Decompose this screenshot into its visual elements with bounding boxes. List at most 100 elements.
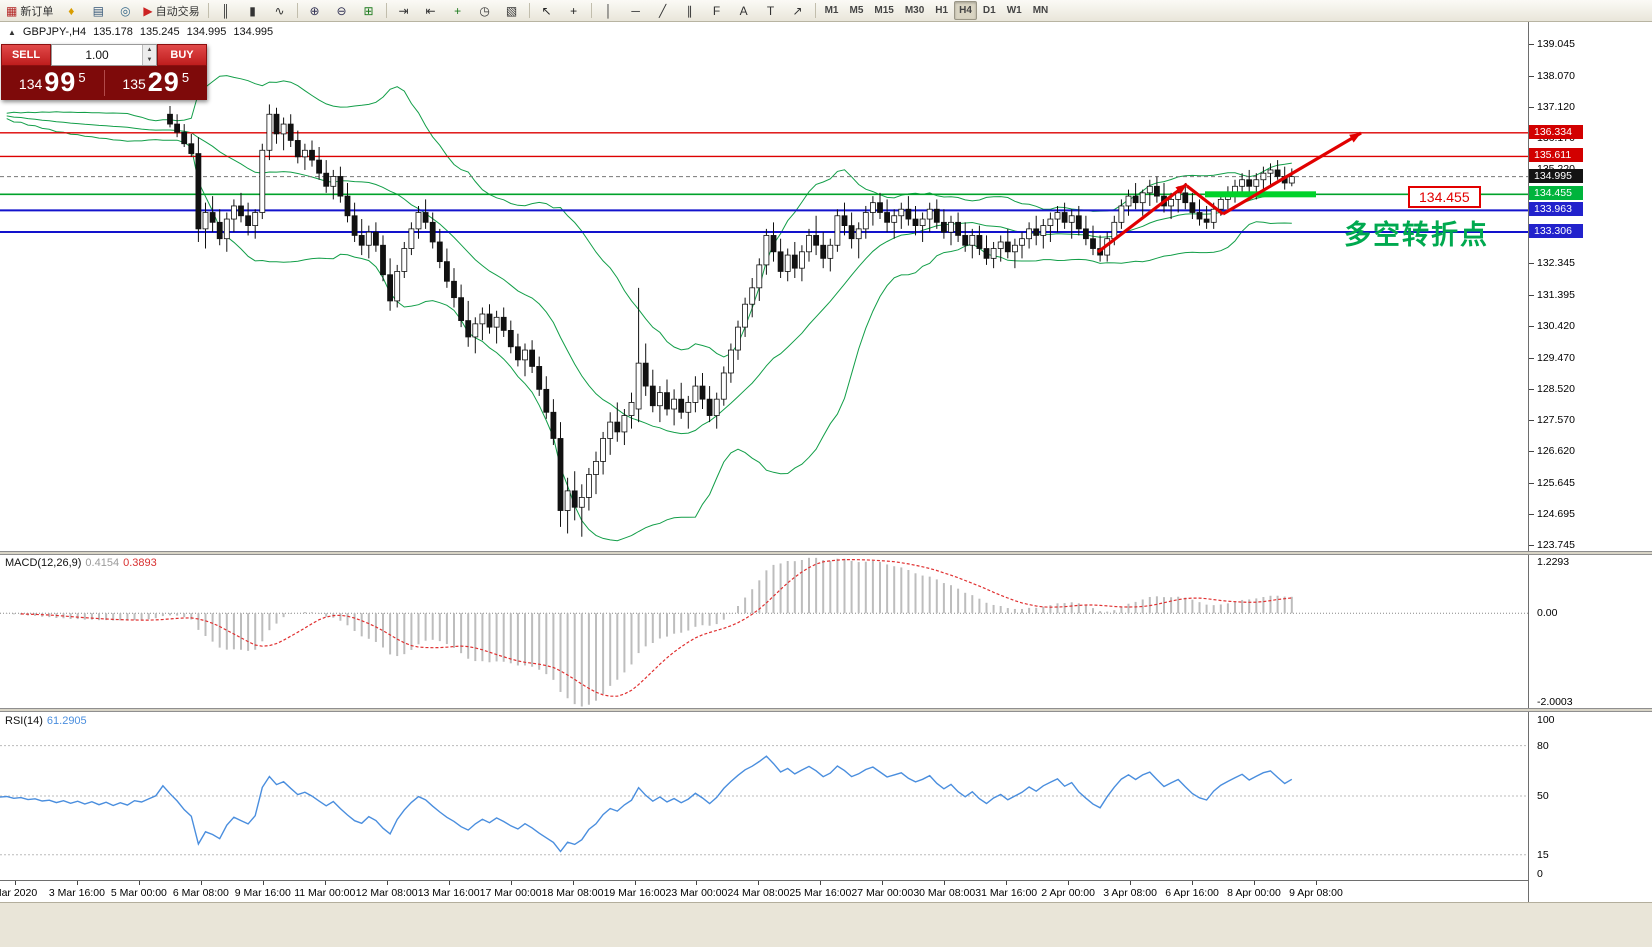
auto-scroll-icon[interactable]: ⇥ [391,1,417,21]
panel-separator[interactable] [0,551,1652,555]
profile-icon[interactable]: ◎ [112,1,138,21]
sell-price-sup: 5 [78,69,86,85]
arrows-icon[interactable]: ↗ [785,1,811,21]
indicator-axis-label: 15 [1537,848,1549,861]
price-tick-mark [1529,44,1534,45]
volume-up-button[interactable]: ▲ [143,45,156,55]
ohlc-low: 134.995 [186,26,227,38]
buy-price[interactable]: 135 29 5 [105,68,208,98]
timeframe-m5[interactable]: M5 [849,5,864,16]
line-chart-icon-glyph: ∿ [274,3,285,18]
indicator-axis-label: 50 [1537,790,1549,802]
sell-price[interactable]: 134 99 5 [1,66,104,98]
sell-price-base: 134 [18,75,43,92]
buy-price-base: 135 [122,75,146,92]
tile-windows-icon-glyph: ⊞ [363,3,374,18]
label-icon-glyph: T [766,3,775,18]
timeframe-m30[interactable]: M30 [904,5,925,16]
timeframe-h1[interactable]: H1 [935,5,949,16]
text-icon-glyph: A [739,3,748,18]
price-tick-label: 131.395 [1537,288,1575,301]
timeframe-m1[interactable]: M1 [824,5,839,16]
timeframe-w1[interactable]: W1 [1006,5,1022,16]
indicators-icon-glyph: + [454,3,462,18]
horizontal-line-icon[interactable]: ─ [623,1,649,21]
price-badge: 135.611 [1529,148,1583,163]
time-tick-mark [15,881,16,885]
text-icon[interactable]: A [731,1,757,21]
buy-button[interactable]: BUY [157,44,207,66]
time-tick-label: Mar 2020 [0,887,38,899]
toolbar: ▦ 新订单 ♦ ▤ ◎ ▶ 自动交易 ║ ▮ ∿ ⊕ ⊖ ⊞ ⇥ ⇤ + ◷ ▧ ↖ + │ ─ ╱ ∥ F A T ↗ M1 M5 M15… [0,0,1652,22]
price-tick-mark [1529,357,1534,359]
fibonacci-icon[interactable]: F [704,1,730,21]
time-tick-mark [324,881,326,885]
horn-icon[interactable]: ♦ [58,1,84,21]
channel-icon[interactable]: ∥ [677,1,703,21]
sell-button[interactable]: SELL [1,44,51,66]
time-tick-mark [1130,881,1132,885]
time-tick-label: 3 Mar 16:00 [48,887,105,899]
autotrading-button-label: 自动交易 [155,5,200,18]
cursor-icon[interactable]: ↖ [534,1,560,21]
bar-chart-icon[interactable]: ║ [213,1,239,21]
one-click-trading-panel: SELL ▲ ▼ BUY 134 99 5 135 29 5 [1,44,207,100]
horizontal-line-icon-glyph: ─ [631,3,640,18]
timeframe-m15[interactable]: M15 [874,5,894,16]
indicator-axis-label: 80 [1537,739,1549,752]
sell-price-big: 99 [44,66,77,97]
vertical-line-icon[interactable]: │ [596,1,622,21]
candlestick-chart-icon[interactable]: ▮ [240,1,266,21]
time-tick-mark [262,881,264,885]
price-tick-mark [1529,545,1534,547]
indicator-axis-label: 0 [1537,868,1543,880]
time-tick-mark [1315,881,1317,885]
price-tick-mark [1529,513,1534,515]
timeframe-d1[interactable]: D1 [982,5,996,16]
main-chart-canvas[interactable] [0,0,1528,551]
period-icon-glyph: ◷ [479,3,490,18]
timeframe-mn[interactable]: MN [1032,5,1049,16]
print-icon[interactable]: ▤ [85,1,111,21]
new-order-button[interactable]: ▦ 新订单 [2,1,57,21]
arrows-icon-glyph: ↗ [792,3,803,18]
chart-shift-icon-glyph: ⇤ [425,3,436,18]
chart-shift-icon[interactable]: ⇤ [418,1,444,21]
chart-collapse-icon[interactable]: ▲ [8,27,16,37]
time-tick-label: 31 Mar 16:00 [975,887,1038,899]
indicators-icon[interactable]: + [445,1,471,21]
crosshair-icon-glyph: + [570,3,578,18]
line-chart-icon[interactable]: ∿ [267,1,293,21]
templates-icon[interactable]: ▧ [499,1,525,21]
zoom-in-icon[interactable]: ⊕ [302,1,328,21]
time-tick-mark [634,881,636,885]
timeframe-h4[interactable]: H4 [954,1,977,20]
toolbar-separator [814,3,816,18]
period-icon[interactable]: ◷ [472,1,498,21]
time-tick-label: 5 Mar 00:00 [110,887,167,899]
price-annotation-label: 134.455 [1408,186,1481,208]
volume-stepper: ▲ ▼ [142,45,156,65]
label-icon[interactable]: T [758,1,784,21]
panel-separator[interactable] [0,708,1652,712]
tile-windows-icon[interactable]: ⊞ [356,1,382,21]
trendline-icon[interactable]: ╱ [650,1,676,21]
auto-scroll-icon-glyph: ⇥ [398,3,409,18]
zoom-out-icon[interactable]: ⊖ [329,1,355,21]
ohlc-high: 135.245 [139,26,180,38]
new-order-button-label: 新订单 [20,5,54,18]
zoom-out-icon-glyph: ⊖ [336,3,347,18]
price-tick-mark [1529,75,1534,77]
price-badge: 136.334 [1529,124,1583,139]
indicator-axis-label: 1.2293 [1537,556,1570,568]
time-tick-label: 25 Mar 16:00 [789,887,852,899]
zoom-in-icon-glyph: ⊕ [309,3,320,18]
price-tick-label: 130.420 [1537,320,1575,333]
crosshair-icon[interactable]: + [561,1,587,21]
price-tick-mark [1529,388,1534,390]
autotrading-button[interactable]: ▶ 自动交易 [139,1,203,21]
price-tick-mark [1529,482,1534,484]
volume-down-button[interactable]: ▼ [143,55,156,65]
volume-input[interactable] [52,45,142,65]
